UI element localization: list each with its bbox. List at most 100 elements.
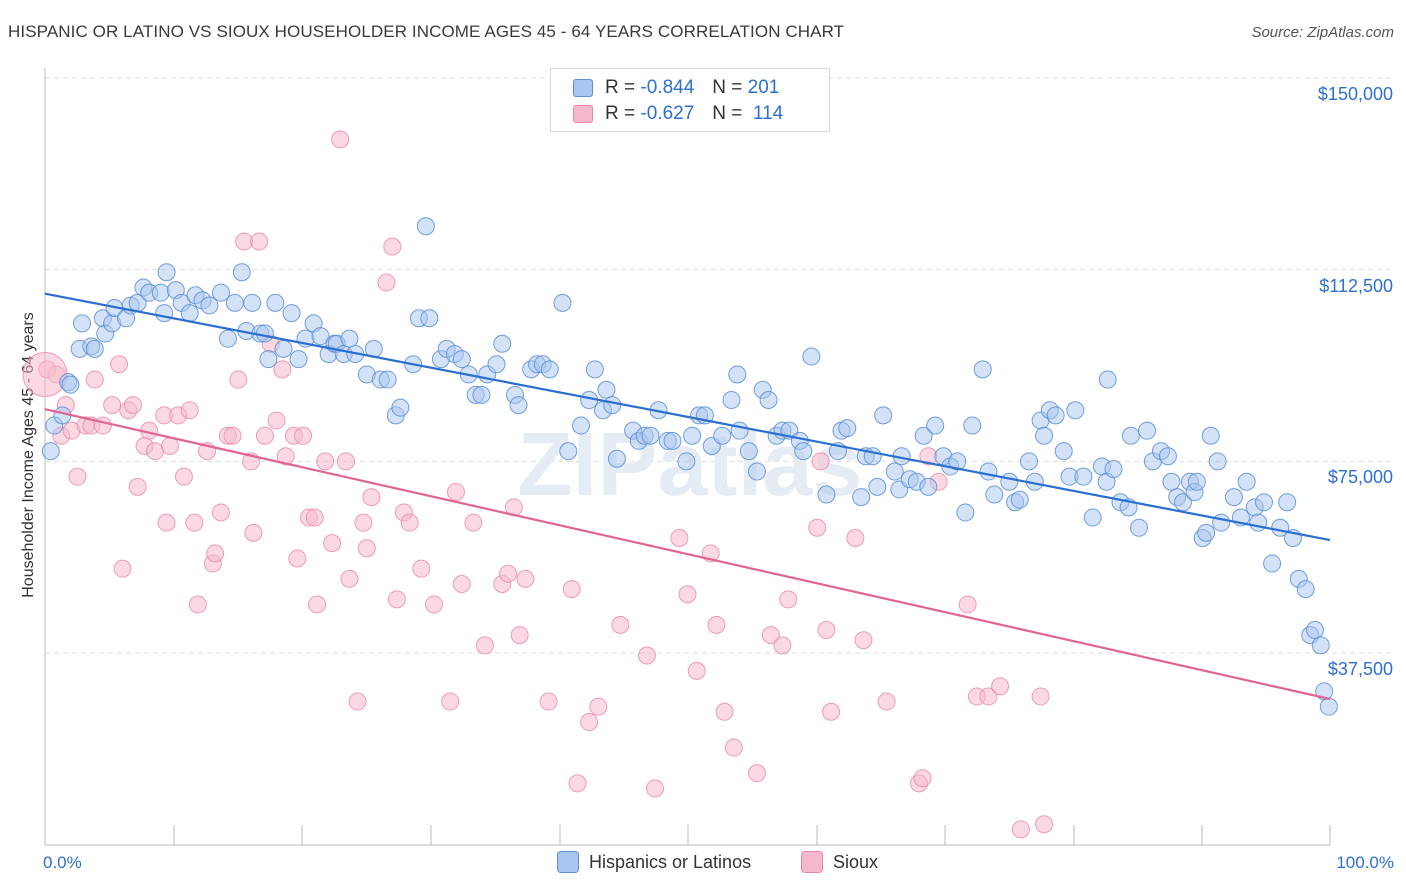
- sioux-point: [991, 677, 1010, 696]
- hispanic-point: [391, 398, 410, 417]
- sioux-point: [174, 467, 193, 486]
- n-label: N =: [712, 77, 743, 98]
- sioux-point: [568, 774, 587, 793]
- legend-label: Sioux: [833, 851, 879, 872]
- hispanic-point: [722, 391, 741, 409]
- sioux-point: [93, 416, 112, 435]
- hispanic-point: [802, 347, 821, 366]
- legend-label: Hispanics or Latinos: [589, 851, 752, 872]
- sioux-point: [383, 237, 402, 256]
- hispanic-point: [683, 426, 702, 445]
- hispanic-point: [1083, 508, 1102, 527]
- sioux-point: [589, 697, 608, 716]
- sioux-point: [235, 232, 254, 251]
- hispanic-point: [585, 360, 604, 379]
- hispanic-point: [559, 442, 578, 461]
- sioux-point: [580, 713, 599, 731]
- sioux-point: [562, 580, 581, 599]
- hispanic-point: [794, 442, 813, 461]
- hispanic-point: [1138, 421, 1157, 440]
- sioux-point: [180, 401, 199, 420]
- hispanic-point: [1054, 442, 1073, 461]
- hispanic-point: [1020, 452, 1039, 471]
- blue-swatch-icon: [557, 851, 579, 873]
- hispanic-point: [218, 329, 237, 348]
- sioux-point: [854, 631, 873, 650]
- hispanic-point: [1249, 513, 1268, 532]
- sioux-point: [979, 687, 998, 706]
- sioux-point: [475, 636, 494, 655]
- y-tick-label: $112,500: [1319, 275, 1393, 296]
- sioux-point: [250, 232, 269, 251]
- hispanic-point: [200, 296, 219, 315]
- sioux-point: [446, 483, 465, 501]
- sioux-point: [145, 442, 164, 461]
- sioux-point: [377, 273, 396, 292]
- hispanic-point: [155, 304, 174, 323]
- sioux-point: [211, 503, 230, 522]
- hispanic-point: [956, 503, 975, 522]
- legend-item-hispanic: Hispanics or Latinos: [557, 851, 751, 873]
- hispanic-point: [487, 355, 506, 374]
- hispanic-point: [420, 309, 439, 328]
- y-tick-label: $37,500: [1327, 659, 1393, 679]
- sioux-point: [206, 544, 225, 563]
- sioux-point: [255, 426, 274, 445]
- sioux-point: [362, 488, 381, 507]
- sioux-point: [817, 621, 836, 639]
- hispanic-point: [73, 314, 92, 333]
- sioux-point: [707, 615, 726, 634]
- hispanic-point: [553, 293, 572, 312]
- hispanic-point: [1162, 472, 1181, 491]
- sioux-point: [244, 523, 263, 542]
- sioux-point: [387, 590, 406, 609]
- sioux-point: [110, 355, 129, 374]
- legend-row-hispanic: R = -0.844 N = 201: [573, 75, 779, 101]
- sioux-point: [1031, 687, 1050, 706]
- hispanic-point: [914, 426, 933, 445]
- sioux-point: [687, 661, 706, 680]
- hispanic-point: [607, 449, 626, 468]
- hispanic-point: [1187, 472, 1206, 491]
- hispanic-point: [274, 339, 293, 358]
- hispanic-point: [1173, 493, 1192, 512]
- sioux-point: [316, 452, 335, 471]
- hispanic-point: [266, 293, 285, 312]
- sioux-trend-line: [44, 408, 1331, 701]
- hispanic-point: [540, 360, 559, 379]
- hispanic-point: [1035, 426, 1054, 445]
- hispanic-point: [597, 380, 616, 399]
- hispanic-point: [973, 360, 992, 379]
- hispanic-point: [1296, 580, 1315, 599]
- r-label: R =: [605, 103, 636, 124]
- blue-swatch-icon: [573, 79, 593, 97]
- sioux-point: [113, 559, 132, 578]
- sioux-point: [958, 595, 977, 614]
- x-min-label: 0.0%: [43, 853, 82, 872]
- sioux-point: [223, 426, 242, 445]
- hispanic-point: [1158, 447, 1177, 466]
- hispanic-point: [1263, 554, 1282, 573]
- hispanic-point: [1098, 370, 1117, 389]
- hispanic-point: [1305, 621, 1324, 639]
- n-label: N =: [712, 103, 743, 124]
- gridlines: [45, 77, 1395, 654]
- hispanic-point: [416, 217, 435, 236]
- hispanic-point: [1237, 472, 1256, 491]
- sioux-point: [637, 646, 656, 665]
- sioux-point: [441, 692, 460, 711]
- sioux-point: [294, 426, 313, 445]
- sioux-point: [128, 477, 147, 496]
- sioux-point: [516, 569, 535, 588]
- sioux-point: [452, 575, 471, 593]
- r-value: -0.844: [640, 77, 695, 98]
- hispanic-point: [1121, 426, 1140, 445]
- hispanic-point: [1278, 493, 1297, 512]
- sioux-point: [188, 595, 207, 614]
- sioux-point: [348, 692, 367, 711]
- hispanic-point: [493, 334, 512, 353]
- hispanic-points: [41, 217, 1338, 716]
- legend-item-sioux: Sioux: [801, 851, 878, 873]
- sioux-point: [877, 692, 896, 711]
